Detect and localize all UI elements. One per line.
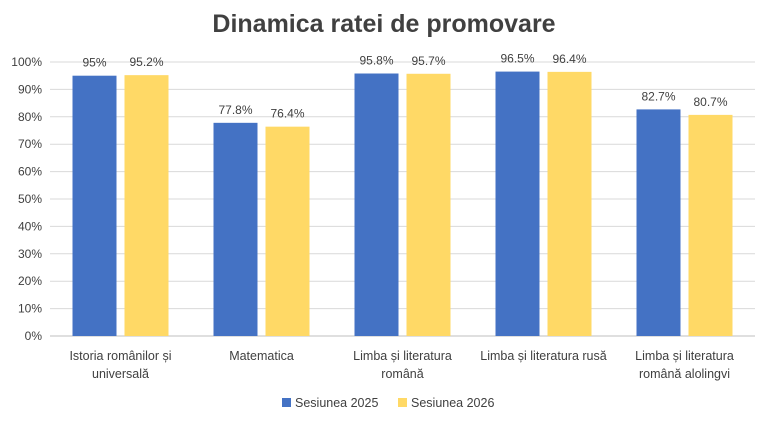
bar <box>265 126 310 336</box>
chart-title: Dinamica ratei de promovare <box>212 10 556 38</box>
data-label: 95% <box>82 56 106 70</box>
bar <box>688 114 733 337</box>
bar <box>406 73 451 337</box>
x-tick-label: Limba și literatura română <box>353 349 452 381</box>
bar <box>354 73 399 337</box>
data-label: 95.2% <box>129 55 163 69</box>
y-tick-label: 60% <box>18 165 42 179</box>
data-label: 96.4% <box>552 52 586 66</box>
y-tick-label: 40% <box>18 219 42 233</box>
x-tick-label: Limba și literatura română alolingvi <box>635 349 734 381</box>
x-tick-label: Limba și literatura rusă <box>480 349 606 363</box>
y-tick-label: 100% <box>11 55 42 69</box>
bar <box>636 109 681 336</box>
y-tick-label: 10% <box>18 302 42 316</box>
y-tick-label: 0% <box>25 329 43 343</box>
y-tick-label: 30% <box>18 247 42 261</box>
y-tick-label: 90% <box>18 82 42 96</box>
x-tick-label: Istoria românilor și universală <box>69 349 171 381</box>
legend-label: Sesiunea 2026 <box>411 396 494 410</box>
bar <box>495 71 540 336</box>
bar <box>124 75 169 336</box>
legend-swatch <box>282 398 291 407</box>
y-tick-label: 50% <box>18 192 42 206</box>
data-label: 77.8% <box>218 103 252 117</box>
data-label: 95.8% <box>359 54 393 68</box>
y-tick-label: 70% <box>18 137 42 151</box>
data-label: 95.7% <box>411 54 445 68</box>
y-tick-label: 20% <box>18 274 42 288</box>
data-label: 96.5% <box>500 52 534 66</box>
bar <box>72 75 117 336</box>
data-label: 80.7% <box>693 95 727 109</box>
x-tick-label: Matematica <box>229 349 294 363</box>
legend-swatch <box>398 398 407 407</box>
data-label: 82.7% <box>641 89 675 103</box>
legend-label: Sesiunea 2025 <box>295 396 378 410</box>
y-tick-label: 80% <box>18 110 42 124</box>
bar <box>213 122 258 336</box>
bar <box>547 71 592 336</box>
data-label: 76.4% <box>270 107 304 121</box>
